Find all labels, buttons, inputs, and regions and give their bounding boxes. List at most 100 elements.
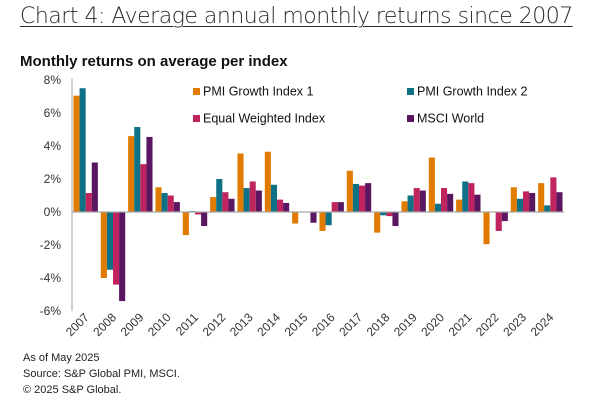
bar-group-2017 bbox=[346, 170, 372, 213]
bar-pmi-growth-index-2-2016 bbox=[325, 212, 332, 226]
bar-group-2024 bbox=[538, 177, 563, 213]
bar-equal-weighted-index-2013 bbox=[249, 181, 256, 212]
bar-group-2015 bbox=[292, 212, 317, 224]
bar-equal-weighted-index-2007 bbox=[85, 193, 92, 212]
bar-msci-world-2017 bbox=[365, 183, 372, 213]
bar-pmi-growth-index-1-2023 bbox=[510, 187, 517, 212]
y-tick-label: 0% bbox=[44, 205, 62, 219]
x-tick-label: 2015 bbox=[282, 310, 311, 339]
legend-swatch bbox=[193, 88, 200, 95]
bar-msci-world-2020 bbox=[447, 193, 454, 212]
bar-equal-weighted-index-2018 bbox=[386, 212, 393, 217]
bar-pmi-growth-index-1-2016 bbox=[319, 212, 326, 231]
bar-msci-world-2012 bbox=[228, 198, 235, 212]
bar-msci-world-2011 bbox=[201, 212, 208, 227]
x-tick-label: 2020 bbox=[418, 310, 447, 339]
x-tick-label: 2014 bbox=[254, 310, 283, 339]
x-tick-label: 2021 bbox=[446, 310, 475, 339]
legend-label: Equal Weighted Index bbox=[203, 112, 326, 126]
bar-equal-weighted-index-2024 bbox=[550, 177, 557, 212]
bar-pmi-growth-index-2-2023 bbox=[516, 198, 523, 212]
bar-pmi-growth-index-1-2008 bbox=[100, 212, 107, 278]
legend-label: PMI Growth Index 1 bbox=[203, 85, 314, 99]
bar-msci-world-2019 bbox=[419, 190, 426, 212]
bar-pmi-growth-index-2-2018 bbox=[380, 212, 387, 216]
bar-msci-world-2022 bbox=[501, 212, 508, 222]
x-tick-label: 2022 bbox=[473, 310, 502, 339]
bar-equal-weighted-index-2021 bbox=[468, 183, 475, 213]
bar-pmi-growth-index-1-2017 bbox=[346, 170, 353, 212]
legend: PMI Growth Index 1 PMI Growth Index 2 Equa… bbox=[193, 85, 528, 126]
legend-item: MSCI World bbox=[407, 112, 484, 126]
y-tick-label: -2% bbox=[40, 238, 62, 252]
bar-group-2023 bbox=[510, 187, 536, 213]
bar-pmi-growth-index-2-2024 bbox=[544, 205, 551, 212]
bar-group-2021 bbox=[456, 181, 481, 213]
chart-subtitle: Monthly returns on average per index bbox=[20, 53, 288, 70]
bar-equal-weighted-index-2009 bbox=[140, 164, 147, 212]
as-of-note: As of May 2025 bbox=[23, 352, 100, 364]
bar-group-2014 bbox=[264, 151, 290, 213]
bar-pmi-growth-index-1-2021 bbox=[456, 199, 463, 213]
bar-pmi-growth-index-1-2018 bbox=[374, 212, 381, 233]
bar-equal-weighted-index-2010 bbox=[167, 195, 174, 212]
legend-swatch bbox=[407, 88, 414, 95]
bar-pmi-growth-index-2-2009 bbox=[134, 127, 141, 212]
x-tick-label: 2023 bbox=[500, 310, 529, 339]
bar-pmi-growth-index-1-2022 bbox=[483, 212, 490, 245]
x-tick-label: 2019 bbox=[391, 310, 420, 339]
bar-pmi-growth-index-2-2021 bbox=[462, 181, 469, 212]
legend-item: PMI Growth Index 1 bbox=[193, 85, 314, 99]
bar-msci-world-2009 bbox=[146, 136, 153, 212]
bar-msci-world-2010 bbox=[173, 202, 180, 212]
bar-equal-weighted-index-2014 bbox=[277, 199, 284, 213]
bar-msci-world-2014 bbox=[283, 202, 290, 212]
bar-pmi-growth-index-1-2013 bbox=[237, 153, 244, 212]
bar-equal-weighted-index-2023 bbox=[523, 191, 530, 213]
x-tick-label: 2013 bbox=[227, 310, 256, 339]
bars bbox=[73, 88, 563, 302]
bar-pmi-growth-index-1-2012 bbox=[210, 197, 217, 212]
y-axis: 8% 6% 4% 2% 0% -2% -4% -6% bbox=[40, 73, 73, 318]
bar-pmi-growth-index-1-2014 bbox=[264, 151, 271, 212]
bar-pmi-growth-index-1-2007 bbox=[73, 95, 80, 212]
chart-title: Chart 4: Average annual monthly returns … bbox=[20, 4, 573, 29]
bar-msci-world-2024 bbox=[556, 192, 563, 212]
x-tick-label: 2024 bbox=[528, 310, 557, 339]
bar-pmi-growth-index-2-2007 bbox=[79, 88, 86, 212]
legend-item: PMI Growth Index 2 bbox=[407, 85, 528, 99]
bar-group-2010 bbox=[155, 187, 180, 212]
x-tick-label: 2009 bbox=[118, 310, 147, 339]
x-tick-label: 2012 bbox=[200, 310, 229, 339]
bar-pmi-growth-index-1-2010 bbox=[155, 187, 162, 212]
legend-swatch bbox=[407, 115, 414, 122]
bar-pmi-growth-index-2-2010 bbox=[161, 193, 168, 212]
legend-label: MSCI World bbox=[417, 112, 484, 126]
bar-msci-world-2016 bbox=[337, 202, 344, 212]
bar-pmi-growth-index-1-2009 bbox=[128, 136, 135, 212]
x-tick-label: 2016 bbox=[309, 310, 338, 339]
bar-group-2022 bbox=[483, 212, 508, 245]
bar-msci-world-2015 bbox=[310, 212, 317, 223]
y-tick-label: 6% bbox=[44, 106, 62, 120]
bar-group-2013 bbox=[237, 153, 262, 212]
bar-group-2019 bbox=[401, 188, 426, 212]
bar-group-2011 bbox=[182, 211, 208, 236]
y-tick-label: 2% bbox=[44, 172, 62, 186]
bar-equal-weighted-index-2016 bbox=[331, 202, 338, 212]
bar-pmi-growth-index-2-2008 bbox=[106, 212, 113, 270]
bar-pmi-growth-index-2-2014 bbox=[270, 184, 277, 212]
bar-msci-world-2018 bbox=[392, 212, 399, 227]
bar-pmi-growth-index-2-2012 bbox=[216, 179, 223, 212]
x-tick-label: 2008 bbox=[90, 310, 119, 339]
bar-group-2016 bbox=[319, 202, 344, 231]
bar-group-2007 bbox=[73, 88, 98, 212]
legend-item: Equal Weighted Index bbox=[193, 112, 326, 126]
bar-pmi-growth-index-1-2024 bbox=[538, 183, 545, 213]
bar-msci-world-2021 bbox=[474, 194, 481, 212]
bar-msci-world-2023 bbox=[529, 193, 536, 212]
bar-pmi-growth-index-1-2019 bbox=[401, 201, 408, 212]
bar-pmi-growth-index-2-2020 bbox=[434, 203, 441, 212]
bar-equal-weighted-index-2011 bbox=[195, 212, 202, 215]
